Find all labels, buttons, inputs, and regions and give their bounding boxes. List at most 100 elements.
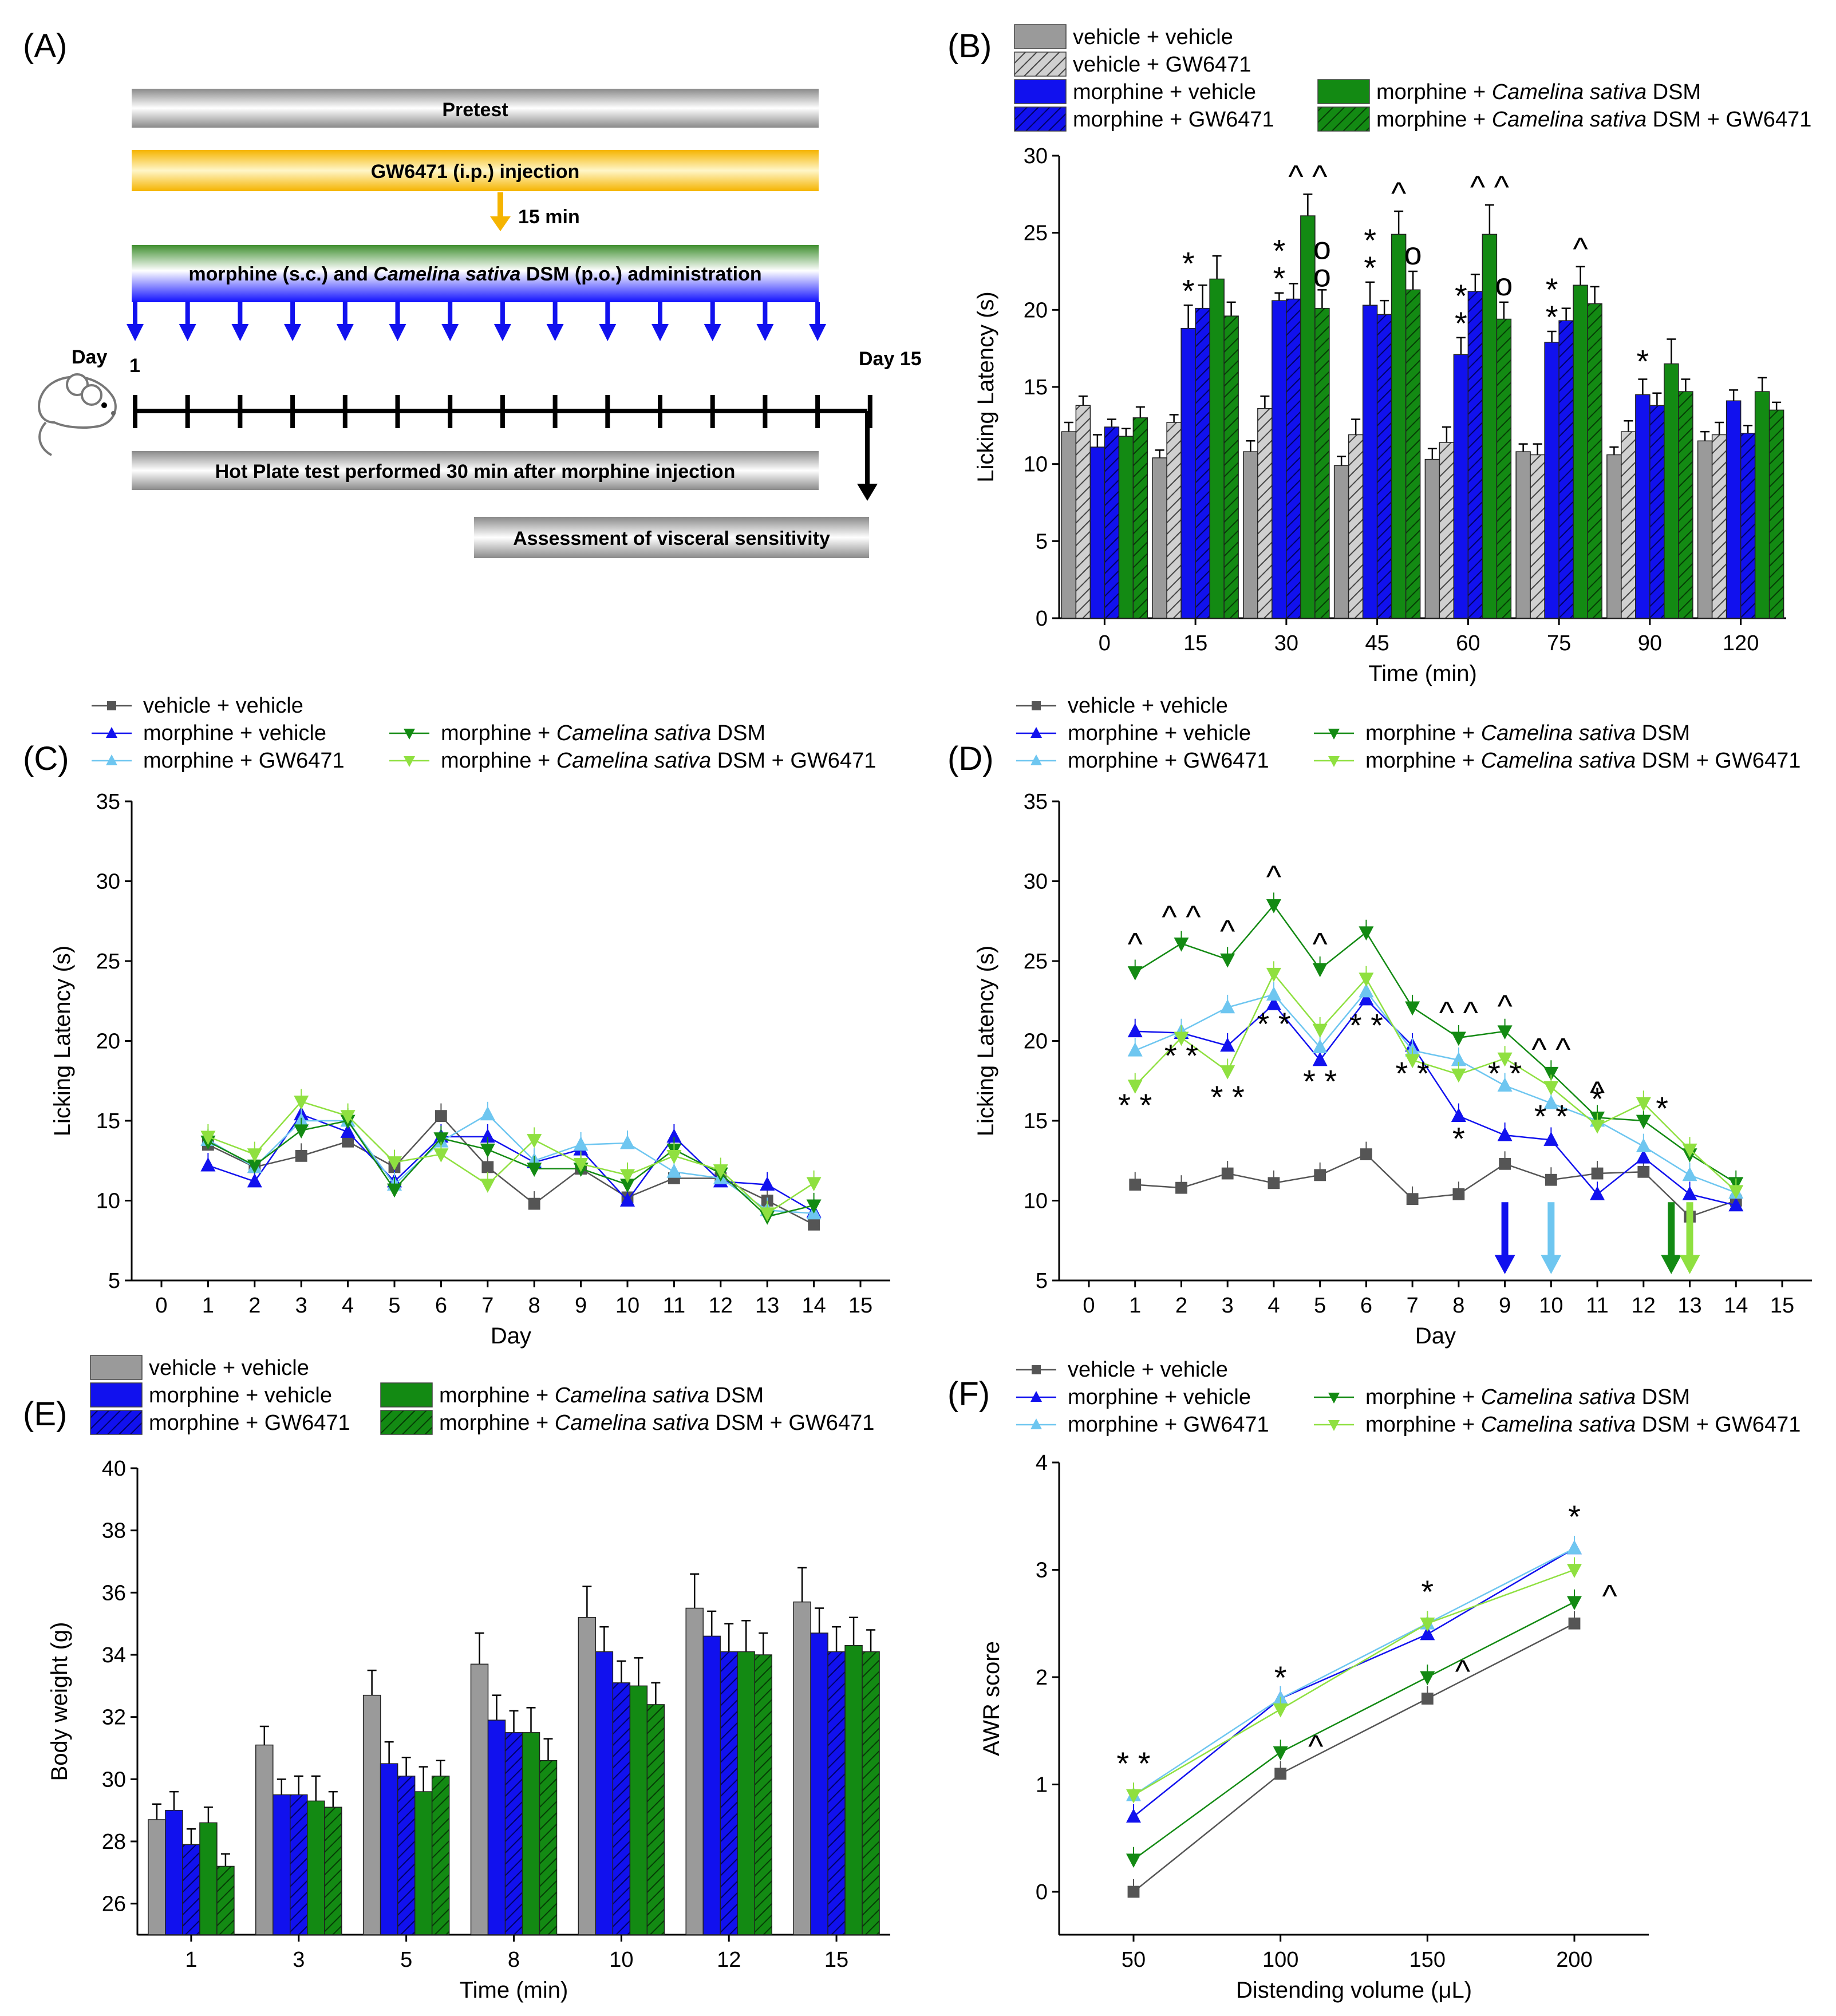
significance-marker: * * bbox=[1257, 1006, 1290, 1042]
y-tick-label: 40 bbox=[102, 1457, 126, 1481]
bar bbox=[1405, 289, 1421, 619]
data-point bbox=[1030, 1391, 1042, 1402]
bar bbox=[1697, 440, 1713, 619]
legend-swatch bbox=[1014, 52, 1067, 77]
data-point bbox=[760, 1176, 775, 1191]
data-point bbox=[1545, 1173, 1557, 1186]
bar bbox=[273, 1794, 291, 1935]
y-tick-label: 20 bbox=[1024, 1030, 1048, 1054]
y-tick-label: 36 bbox=[102, 1581, 126, 1605]
panel-e: (E) vehicle + vehicle morphine + vehicle mo… bbox=[23, 1355, 890, 2003]
legend-entry: morphine + GW6471 bbox=[1068, 749, 1269, 773]
data-point bbox=[1451, 1052, 1466, 1066]
data-point bbox=[480, 1179, 495, 1193]
y-tick-label: 34 bbox=[102, 1643, 126, 1667]
data-point bbox=[1543, 1066, 1559, 1081]
legend-swatch bbox=[1014, 24, 1067, 49]
y-tick-label: 10 bbox=[1024, 453, 1048, 477]
data-point bbox=[573, 1157, 589, 1172]
data-point bbox=[1359, 991, 1374, 1006]
legend-entry: morphine + GW6471 bbox=[149, 1411, 350, 1435]
legend-entry: morphine + GW6471 bbox=[1068, 1413, 1269, 1437]
data-point bbox=[340, 1124, 356, 1138]
data-point bbox=[1030, 727, 1042, 738]
x-axis-title: Day bbox=[491, 1323, 531, 1349]
legend-marker bbox=[1328, 756, 1340, 767]
x-tick-label: 150 bbox=[1409, 1948, 1446, 1972]
dose-arrow-head bbox=[127, 324, 144, 341]
legend-marker bbox=[1030, 727, 1042, 738]
significance-marker: ^ bbox=[1573, 231, 1588, 267]
panel-label: (E) bbox=[23, 1396, 67, 1433]
data-point bbox=[1420, 1617, 1435, 1632]
y-tick-label: 5 bbox=[1036, 529, 1048, 554]
significance-marker: ^ bbox=[1391, 175, 1406, 211]
significance-marker: ^ ^ bbox=[1439, 994, 1478, 1030]
legend-marker bbox=[106, 727, 117, 738]
bar bbox=[646, 1704, 665, 1935]
legend-swatch bbox=[90, 1355, 143, 1380]
legend-entry: morphine + vehicle bbox=[143, 721, 326, 745]
dose-arrow-head bbox=[599, 324, 617, 341]
bar bbox=[216, 1865, 235, 1935]
legend-marker bbox=[1030, 754, 1042, 765]
withdrawal-arrow-head bbox=[1541, 1255, 1562, 1274]
x-tick-label: 30 bbox=[1274, 631, 1298, 655]
data-point bbox=[1266, 986, 1281, 1001]
panel-b: (B) vehicle + vehicle vehicle + GW6471 morp… bbox=[947, 24, 1811, 686]
data-point bbox=[1273, 1703, 1288, 1718]
y-tick-label: 38 bbox=[102, 1519, 126, 1543]
bar bbox=[1075, 405, 1091, 619]
data-point bbox=[1591, 1167, 1604, 1180]
legend-entry: morphine + vehicle bbox=[1068, 721, 1251, 745]
bar bbox=[165, 1809, 183, 1935]
data-point bbox=[1030, 754, 1042, 765]
data-point bbox=[1497, 1126, 1513, 1141]
y-tick-label: 15 bbox=[1024, 1109, 1048, 1133]
series-line bbox=[1133, 1547, 1575, 1796]
legend-entry: morphine + Camelina sativa DSM + GW6471 bbox=[1365, 1413, 1801, 1437]
significance-marker: * bbox=[1591, 1081, 1604, 1117]
data-point bbox=[1543, 1095, 1559, 1109]
legend-entry: morphine + vehicle bbox=[1073, 80, 1256, 104]
x-tick-label: 120 bbox=[1723, 631, 1759, 655]
x-tick-label: 13 bbox=[1677, 1294, 1701, 1318]
day-end-label: Day 15 bbox=[859, 348, 922, 370]
x-tick-label: 75 bbox=[1547, 631, 1571, 655]
x-tick-label: 1 bbox=[202, 1294, 214, 1318]
bar bbox=[862, 1651, 880, 1935]
data-point bbox=[1175, 1181, 1187, 1194]
data-point bbox=[1543, 1081, 1559, 1096]
data-point bbox=[1567, 1596, 1582, 1611]
data-point bbox=[1636, 1138, 1651, 1153]
data-point bbox=[1637, 1165, 1650, 1178]
data-point bbox=[1312, 1023, 1328, 1038]
legend-entry: vehicle + GW6471 bbox=[1073, 53, 1251, 77]
mouse-icon bbox=[38, 373, 117, 456]
bar bbox=[1243, 451, 1258, 619]
significance-marker: ^ bbox=[1455, 1653, 1470, 1689]
x-tick-label: 100 bbox=[1262, 1948, 1298, 1972]
bar bbox=[324, 1807, 342, 1935]
x-tick-label: 1 bbox=[1129, 1294, 1141, 1318]
legend-swatch bbox=[90, 1410, 143, 1435]
data-point bbox=[1274, 1768, 1287, 1780]
significance-marker: ^ bbox=[1266, 859, 1281, 895]
bar bbox=[1132, 417, 1148, 619]
significance-marker: ^ bbox=[1602, 1578, 1617, 1614]
legend-entry: morphine + Camelina sativa DSM bbox=[1376, 80, 1701, 104]
data-point bbox=[1405, 1054, 1420, 1069]
y-tick-label: 30 bbox=[1024, 870, 1048, 894]
data-point bbox=[1682, 1167, 1697, 1181]
y-axis-title: Licking Latency (s) bbox=[973, 291, 998, 482]
data-point bbox=[573, 1136, 589, 1151]
panel-f: (F) vehicle + vehicle morphine + vehicle mo… bbox=[947, 1358, 1801, 2003]
bar bbox=[1223, 315, 1239, 619]
bar bbox=[1195, 307, 1210, 619]
data-point bbox=[1314, 1169, 1326, 1181]
visceral-label: Assessment of visceral sensitivity bbox=[513, 528, 830, 550]
legend-entry: morphine + vehicle bbox=[1068, 1385, 1251, 1409]
bar bbox=[1180, 327, 1196, 619]
x-tick-label: 10 bbox=[1539, 1294, 1563, 1318]
